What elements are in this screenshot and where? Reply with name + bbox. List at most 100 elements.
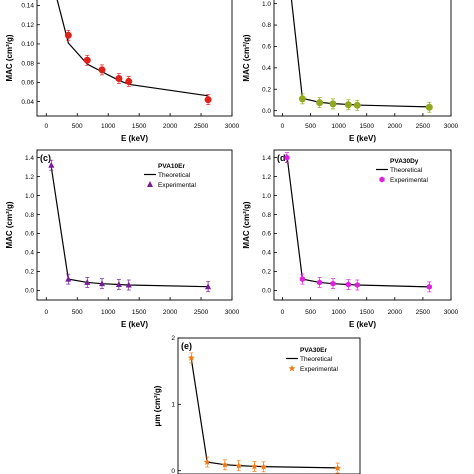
x-tick-label: 0 [281,309,285,316]
plot-area [48,159,212,293]
y-tick-label: 0.4 [25,250,34,257]
y-axis-label: MAC (cm²/g) [242,201,251,248]
panel-label: (d) [277,153,289,163]
x-axis-label: E (keV) [121,134,148,143]
theoretical-line [290,0,430,108]
y-tick-label: 1.0 [262,1,271,8]
y-tick-label: 0.10 [21,41,34,48]
plot-frame [273,0,452,117]
x-tick-label: 0 [281,123,285,130]
chart-panel-5: 0 1 2 μm (cm²/g) (e) PVA30Er Theoretical Experi… [153,335,361,474]
experimental-point [125,281,132,288]
experimental-point [354,282,360,288]
x-axis-label: E (keV) [349,134,376,143]
y-tick-label: 0.4 [262,65,271,72]
experimental-point [329,100,337,108]
legend-experimental-label: Experimental [390,177,428,184]
y-tick-label: 1.2 [262,174,271,181]
x-tick-label: 1500 [132,123,147,130]
experimental-point [115,281,122,288]
experimental-point [48,161,55,168]
y-tick-label: 0.0 [262,288,271,295]
y-tick-label: 0.04 [21,99,34,106]
x-tick-label: 500 [72,309,83,316]
experimental-point [115,75,123,83]
chart-panel-3: 0.0 0.2 0.4 0.6 0.8 1.0 1.2 1.4 0 500 1000 1500 2000… [5,149,240,329]
theoretical-line [286,155,430,288]
plot-frame [177,337,361,474]
plot-area [284,152,432,293]
experimental-point [64,31,72,39]
x-tick-label: 500 [72,123,83,130]
y-tick-label: 0.06 [21,80,34,87]
experimental-point [99,280,105,287]
experimental-point [317,279,323,286]
x-tick-label: 1000 [331,309,346,316]
x-tick-label: 2500 [416,309,431,316]
x-tick-label: 2000 [388,123,403,130]
x-tick-label: 3000 [225,309,240,316]
experimental-point [98,66,106,74]
plot-area [290,0,433,113]
x-tick-label: 1000 [101,123,116,130]
experimental-point [298,95,306,103]
experimental-point [84,278,91,285]
y-axis-label: MAC (cm²/g) [5,201,14,248]
y-tick-label: 1.2 [25,174,34,181]
experimental-point [344,101,352,109]
x-axis-label: E (keV) [121,320,148,329]
x-tick-label: 3000 [225,123,240,130]
x-tick-label: 3000 [444,123,459,130]
experimental-point [204,96,212,104]
y-tick-label: 0.8 [262,212,271,219]
experimental-point [251,462,258,470]
experimental-point [65,275,72,282]
y-axis-label: μm (cm²/g) [153,385,162,426]
x-tick-label: 1500 [132,309,147,316]
x-tick-label: 1000 [101,309,116,316]
legend-experimental-label: Experimental [300,366,338,373]
x-tick-label: 3000 [444,309,459,316]
experimental-point [426,283,432,290]
y-tick-label: 0.6 [262,44,271,51]
y-tick-label: 0.8 [25,212,34,219]
x-tick-label: 2000 [163,123,178,130]
y-tick-label: 0.14 [21,3,34,10]
plot-frame [36,0,233,117]
experimental-point [235,462,243,469]
experimental-point [221,461,229,468]
y-tick-label: 1.4 [262,155,271,162]
legend-marker-swatch [147,181,153,187]
experimental-point [353,101,361,109]
x-axis-label: E (keV) [349,320,376,329]
y-tick-label: 0.6 [262,231,271,238]
y-tick-label: 0.2 [262,269,271,276]
x-tick-label: 2500 [416,123,431,130]
y-tick-label: 0 [171,468,175,474]
experimental-point [316,99,324,107]
legend-marker-swatch [379,176,385,183]
experimental-point [83,56,91,64]
experimental-point [425,103,433,111]
legend-title: PVA10Er [158,163,185,170]
legend-title: PVA30Er [300,347,327,354]
chart-panel-1: 0.04 0.06 0.08 0.10 0.12 0.14 0 500 1000 1500 2000… [5,0,240,143]
legend-marker-swatch [288,364,296,372]
experimental-point [330,280,336,287]
y-tick-label: 0.0 [25,288,34,295]
experimental-point [334,464,342,471]
y-axis-label: MAC (cm²/g) [5,34,14,81]
y-axis-label: MAC (cm²/g) [242,34,251,81]
theoretical-line [190,359,338,469]
y-tick-label: 0.2 [25,269,34,276]
x-tick-label: 1500 [359,123,374,130]
legend-experimental-label: Experimental [158,182,196,189]
x-tick-label: 1000 [331,123,346,130]
y-tick-label: 0.08 [21,60,34,67]
legend-title: PVA30Dy [390,158,419,165]
y-tick-label: 0.6 [25,231,34,238]
plot-frame [273,149,452,301]
y-tick-label: 1.0 [25,193,34,200]
y-tick-label: 0.2 [262,86,271,93]
